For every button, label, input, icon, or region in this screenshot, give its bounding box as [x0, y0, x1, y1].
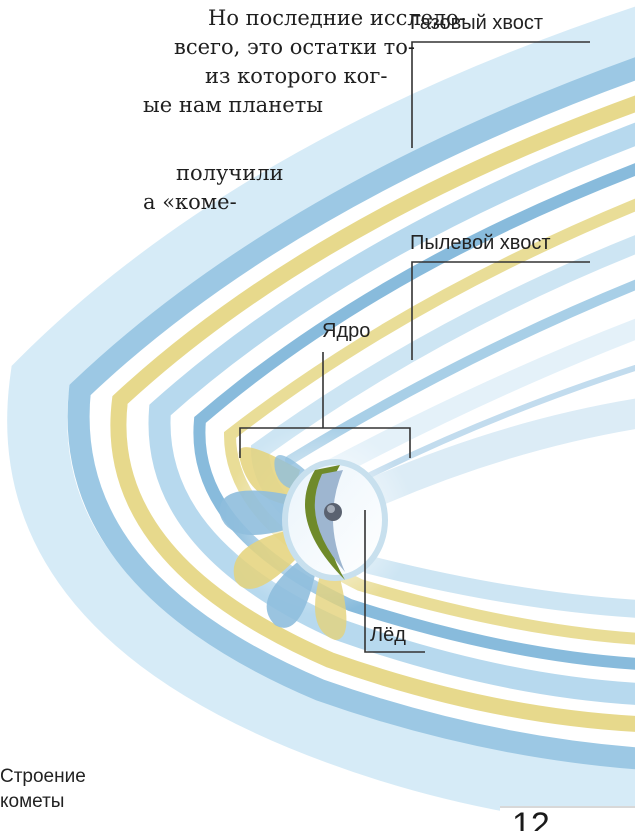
- caption-line: кометы: [0, 791, 65, 812]
- nucleus-leader: [239, 427, 411, 458]
- dust-tail-label: Пылевой хвост: [410, 232, 551, 254]
- body-text-line: а «коме-: [143, 190, 237, 214]
- dust-tail-leader: [411, 261, 590, 360]
- figure-caption: Строение кометы: [0, 764, 86, 814]
- body-text-line: всего, это остатки то-: [174, 35, 416, 59]
- body-text-line: ые нам планеты: [143, 93, 323, 117]
- ice-label: Лёд: [370, 624, 406, 646]
- caption-line: Строение: [0, 766, 86, 787]
- comet-nucleus: [282, 459, 388, 581]
- leader-lines: [239, 41, 590, 653]
- comet-tail-bands: [7, 6, 635, 829]
- gas-tail-leader: [411, 41, 590, 148]
- nucleus-label: Ядро: [322, 320, 371, 342]
- gas-tail-label: Газовый хвост: [410, 12, 544, 34]
- body-text-line: из которого ког-: [205, 64, 388, 88]
- ice-leader: [364, 510, 425, 653]
- body-text-line: получили: [176, 161, 284, 185]
- page-number: 12: [500, 806, 635, 831]
- body-text-line: Но последние исследо-: [208, 6, 466, 30]
